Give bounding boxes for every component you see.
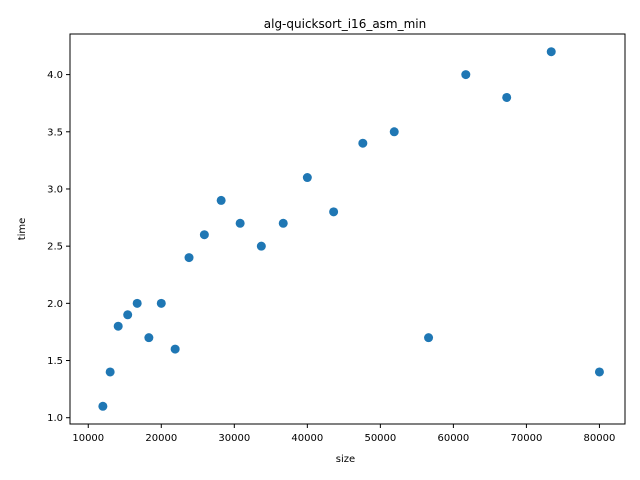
data-point [461, 70, 471, 80]
data-point [594, 367, 604, 377]
data-point [358, 138, 368, 148]
x-tick-label: 10000 [72, 433, 104, 444]
data-point [278, 218, 288, 228]
y-tick-label: 1.0 [47, 413, 63, 424]
y-tick-label: 2.0 [47, 299, 63, 310]
chart-title: alg-quicksort_i16_asm_min [264, 17, 427, 31]
data-point [170, 344, 180, 354]
data-point [199, 230, 209, 240]
data-point [216, 195, 226, 205]
data-points [98, 47, 604, 411]
x-tick-label: 40000 [291, 433, 323, 444]
data-point [123, 310, 133, 320]
y-axis-label: time [17, 218, 28, 241]
x-tick-label: 70000 [511, 433, 543, 444]
y-tick-label: 3.5 [47, 127, 63, 138]
data-point [502, 92, 512, 102]
data-point [132, 298, 142, 308]
data-point [113, 321, 123, 331]
data-point [256, 241, 266, 251]
x-tick-label: 80000 [584, 433, 616, 444]
plot-frame [69, 33, 626, 425]
data-point [424, 333, 434, 343]
data-point [156, 298, 166, 308]
y-tick-label: 2.5 [47, 242, 63, 253]
x-tick-label: 60000 [437, 433, 469, 444]
data-point [98, 401, 108, 411]
y-tick-label: 3.0 [47, 184, 63, 195]
y-tick-label: 4.0 [47, 70, 63, 81]
data-point [105, 367, 115, 377]
data-point [329, 207, 339, 217]
y-tick-label: 1.5 [47, 356, 63, 367]
data-point [235, 218, 245, 228]
data-point [184, 253, 194, 263]
data-point [144, 333, 154, 343]
tick-layer: 10000 20000 30000 40000 50000 60000 70000 80000… [47, 70, 615, 444]
x-tick-label: 30000 [218, 433, 250, 444]
x-tick-label: 20000 [145, 433, 177, 444]
data-point [302, 173, 312, 183]
x-tick-label: 50000 [364, 433, 396, 444]
x-axis-label: size [336, 454, 355, 465]
data-point [389, 127, 399, 137]
data-point [546, 47, 556, 57]
